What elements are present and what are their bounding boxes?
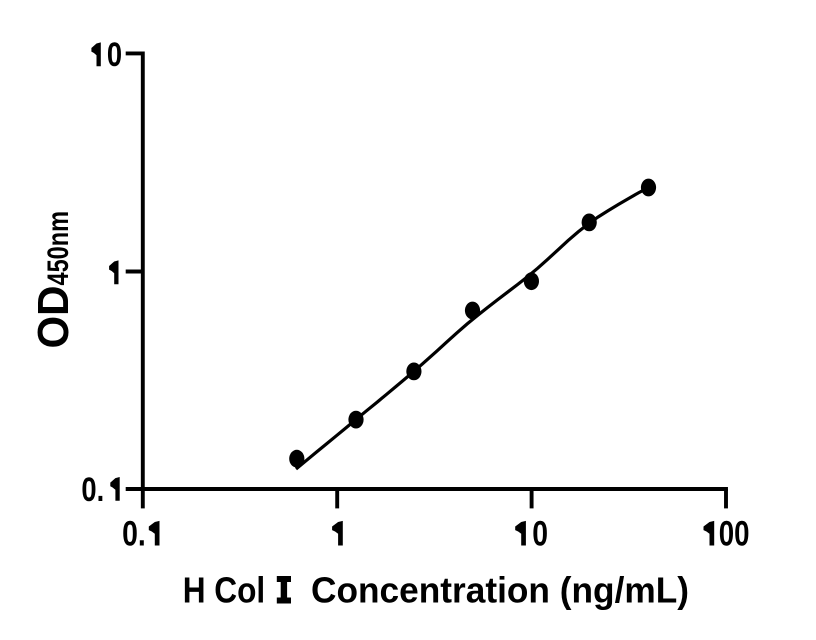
- svg-text:0.: 0.: [81, 470, 104, 509]
- svg-text:0: 0: [532, 513, 548, 553]
- svg-text:Concentration (ng/mL): Concentration (ng/mL): [311, 569, 689, 610]
- svg-text:0.: 0.: [122, 513, 146, 553]
- svg-text:00: 00: [719, 513, 750, 553]
- svg-text:0: 0: [107, 35, 122, 74]
- svg-text:H Col: H Col: [183, 569, 266, 610]
- svg-text:OD450nm: OD450nm: [29, 211, 78, 349]
